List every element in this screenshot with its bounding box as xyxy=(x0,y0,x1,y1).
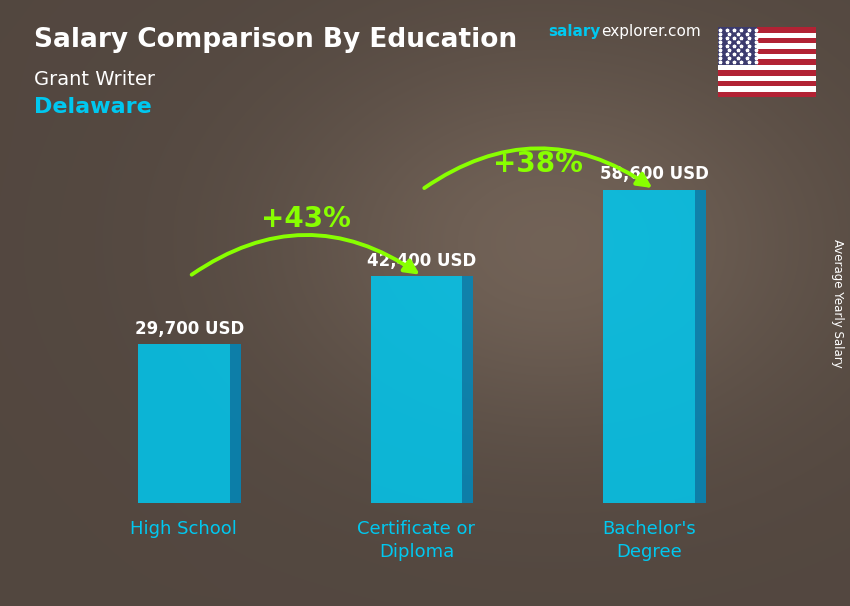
Bar xyxy=(371,276,462,503)
Text: +43%: +43% xyxy=(261,205,350,233)
Text: salary: salary xyxy=(548,24,601,39)
Text: Salary Comparison By Education: Salary Comparison By Education xyxy=(34,27,517,53)
Bar xyxy=(604,190,694,503)
Bar xyxy=(718,44,816,48)
Bar xyxy=(718,54,816,59)
Text: 42,400 USD: 42,400 USD xyxy=(367,251,477,270)
Text: Average Yearly Salary: Average Yearly Salary xyxy=(830,239,844,367)
Bar xyxy=(718,81,816,86)
FancyArrowPatch shape xyxy=(191,235,416,275)
Bar xyxy=(718,27,757,65)
Polygon shape xyxy=(462,276,473,503)
Bar xyxy=(718,59,816,65)
Text: 29,700 USD: 29,700 USD xyxy=(135,319,244,338)
Text: explorer.com: explorer.com xyxy=(601,24,700,39)
Bar xyxy=(718,38,816,44)
Polygon shape xyxy=(694,190,705,503)
Bar xyxy=(718,70,816,76)
Bar xyxy=(139,344,230,503)
Text: +38%: +38% xyxy=(493,150,583,178)
FancyArrowPatch shape xyxy=(424,148,649,188)
Bar xyxy=(718,33,816,38)
Bar xyxy=(718,92,816,97)
Bar xyxy=(718,65,816,70)
Bar xyxy=(718,86,816,92)
Text: Delaware: Delaware xyxy=(34,97,152,117)
Bar xyxy=(718,48,816,54)
Bar xyxy=(718,27,816,33)
Bar xyxy=(718,76,816,81)
Polygon shape xyxy=(230,344,241,503)
Text: 58,600 USD: 58,600 USD xyxy=(600,165,709,183)
Text: Grant Writer: Grant Writer xyxy=(34,70,155,88)
